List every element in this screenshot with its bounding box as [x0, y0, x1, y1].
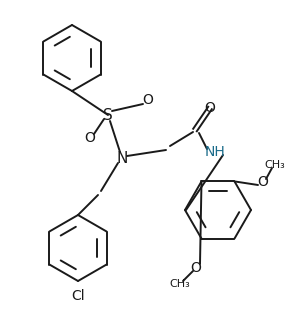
Text: O: O	[85, 131, 95, 145]
Text: CH₃: CH₃	[170, 279, 190, 289]
Text: N: N	[116, 150, 128, 166]
Text: O: O	[142, 93, 153, 107]
Text: O: O	[190, 261, 201, 275]
Text: S: S	[103, 108, 113, 122]
Text: CH₃: CH₃	[265, 160, 285, 170]
Text: O: O	[205, 101, 215, 115]
Text: Cl: Cl	[71, 289, 85, 303]
Text: NH: NH	[205, 145, 225, 159]
Text: O: O	[257, 175, 268, 189]
